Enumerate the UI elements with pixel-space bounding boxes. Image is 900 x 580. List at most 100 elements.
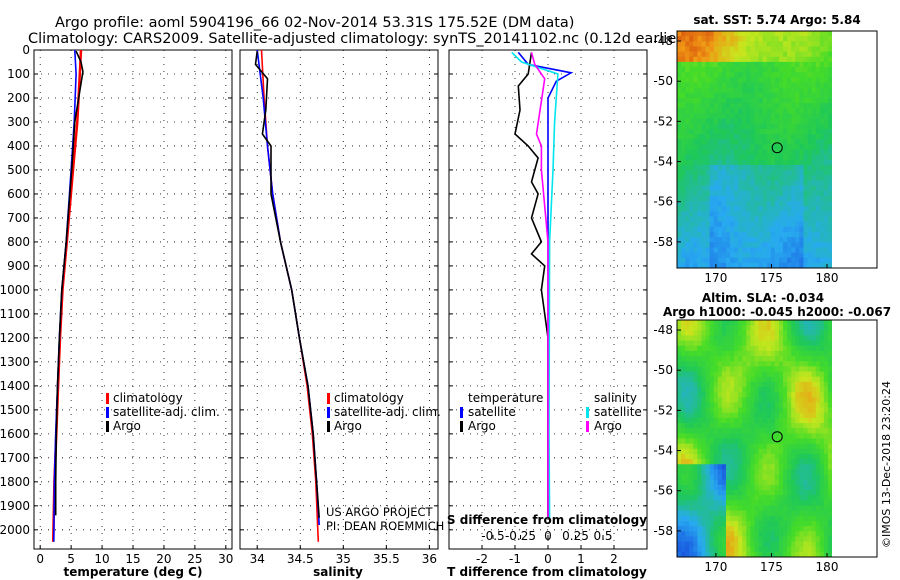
legend-s-argo: Argo [594,419,622,433]
project-line2: PI: DEAN ROEMMICH [326,519,444,533]
lon-tick-label: 180 [816,560,839,574]
lat-tick-label: -50 [653,74,673,88]
legend-t-argo: Argo [468,419,496,433]
legend-argo-s: Argo [334,419,362,433]
depth-tick-label: 1600 [0,427,30,441]
x-tick-label: 20 [156,552,171,566]
legend-s-satellite: satellite [594,405,642,419]
sla-map-title1: Altim. SLA: -0.034 [702,291,824,305]
depth-tick-label: 600 [7,187,30,201]
depth-tick-label: 800 [7,235,30,249]
temperature-axis-label: temperature (deg C) [64,565,203,579]
series-line-2 [254,51,320,518]
x-tick-label: 34.5 [287,552,314,566]
series-line-2 [511,51,559,518]
x-tick-label: 15 [125,552,140,566]
depth-tick-label: 700 [7,211,30,225]
lat-tick-label: -52 [653,403,673,417]
lat-tick-label: -58 [653,235,673,249]
x-tick-label: 36 [422,552,437,566]
credit-text: ©IMOS 13-Dec-2018 23:20:24 [880,381,893,548]
depth-tick-label: 1700 [0,451,30,465]
s-diff-tick-label: 0 [544,529,552,543]
sst-map: sat. SST: 5.74 Argo: 5.84 170 175 180 -48 -5… [653,13,878,285]
lat-tick-label: -54 [653,444,673,458]
temperature-legend: climatology satellite-adj. clim. Argo [106,391,220,433]
sla-map: Altim. SLA: -0.034 Argo h1000: -0.045 h2… [653,291,891,574]
series-line-1 [53,49,77,542]
figure-title-line1: Argo profile: aoml 5904196_66 02-Nov-201… [55,15,574,31]
x-tick-label: 1 [577,552,585,566]
lon-tick-label: 170 [704,560,727,574]
sla-map-title2: Argo h1000: -0.045 h2000: -0.067 [663,305,891,319]
depth-tick-label: 100 [7,67,30,81]
t-difference-label: T difference from climatology [447,565,647,579]
x-tick-label: 10 [94,552,109,566]
x-tick-label: -1 [509,552,521,566]
x-tick-label: 25 [187,552,202,566]
legend-climatology-s: climatology [334,391,404,405]
s-diff-tick-label: -0.25 [505,529,536,543]
lon-tick-label: 170 [704,271,727,285]
lat-tick-label: -48 [653,34,673,48]
legend-t-satellite: satellite [468,405,516,419]
s-diff-tick-label: -0.5 [481,529,504,543]
difference-legend: temperature satellite Argo salinity sate… [460,391,642,433]
lat-tick-label: -56 [653,484,673,498]
salinity-legend: climatology satellite-adj. clim. Argo [327,391,441,433]
project-line1: US ARGO PROJECT [326,505,434,519]
x-tick-label: 0 [36,552,44,566]
difference-panel: -2 -1 0 1 2 -0.5 -0.25 0 0.25 0.5 S difference f… [447,49,648,579]
lat-tick-label: -54 [653,155,673,169]
depth-tick-label: 1400 [0,379,30,393]
lat-tick-label: -52 [653,114,673,128]
lat-tick-label: -48 [653,323,673,337]
x-tick-label: 35.5 [373,552,400,566]
depth-tick-label: 0 [22,43,30,57]
depth-tick-label: 400 [7,139,30,153]
legend-temperature: temperature [468,391,543,405]
legend-salinity: salinity [594,391,637,405]
s-difference-label: S difference from climatology [447,513,647,527]
x-tick-label: 0 [544,552,552,566]
series-line-2 [54,50,84,516]
depth-tick-label: 1800 [0,475,30,489]
lon-tick-label: 175 [760,560,783,574]
series-line-0 [51,49,83,542]
depth-tick-label: 1200 [0,331,30,345]
salinity-axis-label: salinity [313,565,363,579]
depth-tick-label: 900 [7,259,30,273]
depth-tick-label: 200 [7,91,30,105]
s-diff-tick-label: 0.5 [593,529,612,543]
argo-position-marker-sla [771,431,783,443]
lon-tick-label: 175 [760,271,783,285]
depth-tick-label: 500 [7,163,30,177]
figure-title-line2: Climatology: CARS2009. Satellite-adjuste… [28,31,688,47]
salinity-panel: 34 34.5 35 35.5 36 salinity climatology sate… [239,49,444,579]
legend-satellite-adj-s: satellite-adj. clim. [334,405,441,419]
depth-tick-label: 1500 [0,403,30,417]
sst-map-title: sat. SST: 5.74 Argo: 5.84 [693,13,860,27]
depth-tick-label: 300 [7,115,30,129]
lat-tick-label: -56 [653,195,673,209]
legend-climatology: climatology [113,391,183,405]
lat-tick-label: -58 [653,524,673,538]
series-line-3 [530,52,549,518]
series-line-0 [260,49,320,542]
depth-tick-label: 1100 [0,307,30,321]
legend-argo: Argo [113,419,141,433]
lon-tick-label: 180 [816,271,839,285]
depth-tick-label: 1900 [0,499,30,513]
depth-tick-label: 1000 [0,283,30,297]
depth-tick-label: 1300 [0,355,30,369]
legend-satellite-adj: satellite-adj. clim. [113,405,220,419]
x-tick-label: 35 [336,552,351,566]
argo-position-marker-sst [771,142,783,154]
temperature-panel: 0100200300400500600700800900100011001200… [0,43,233,579]
x-tick-label: 2 [610,552,618,566]
x-tick-label: 30 [218,552,233,566]
x-tick-label: -2 [476,552,488,566]
s-diff-tick-label: 0.25 [562,529,589,543]
lat-tick-label: -50 [653,363,673,377]
